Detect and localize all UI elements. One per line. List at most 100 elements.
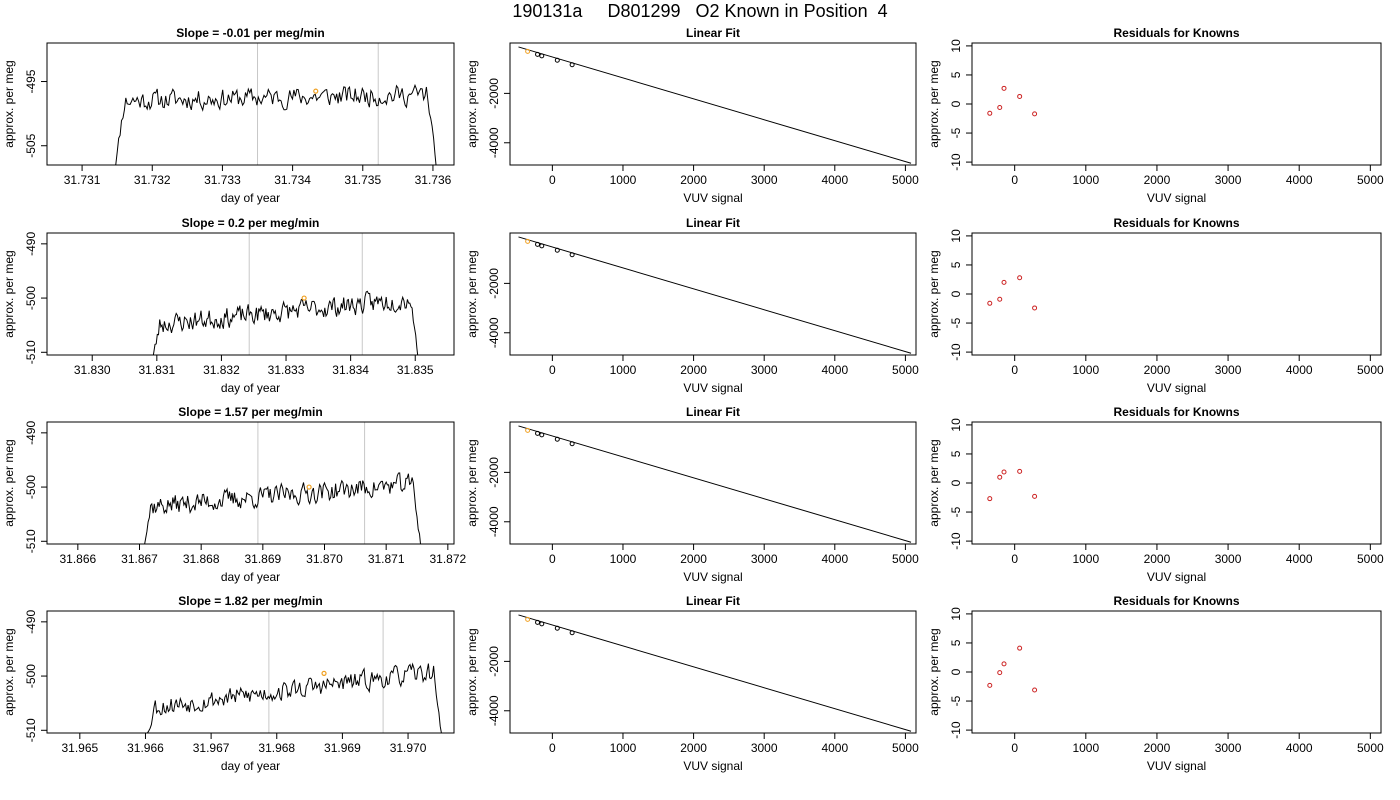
series-line: [146, 662, 442, 733]
data-point: [987, 110, 993, 116]
x-tick-label: 31.732: [134, 173, 171, 187]
x-axis-label: VUV signal: [683, 759, 742, 773]
x-tick-label: 31.966: [127, 741, 164, 755]
y-tick-label: -2000: [487, 78, 501, 109]
y-tick-label: 0: [949, 479, 963, 486]
x-tick-label: 3000: [1215, 363, 1242, 377]
data-point: [539, 53, 545, 59]
x-tick-label: 3000: [751, 173, 778, 187]
y-tick-label: -10: [949, 343, 963, 361]
x-tick-label: 31.831: [138, 363, 175, 377]
y-axis-label: approx. per meg: [927, 250, 941, 337]
series-line: [115, 83, 437, 165]
plot-area: [987, 645, 1038, 693]
data-point: [539, 621, 545, 627]
x-tick-label: 31.866: [59, 552, 96, 566]
x-axis-label: VUV signal: [683, 191, 742, 205]
y-tick-label: -510: [24, 718, 38, 742]
plot-frame: [509, 42, 917, 166]
plot-frame: [46, 42, 455, 166]
y-tick-label: 5: [949, 639, 963, 646]
y-tick-label: -10: [949, 532, 963, 550]
highlight-point: [525, 427, 531, 433]
x-tick-label: 5000: [1357, 741, 1384, 755]
x-axis-label: VUV signal: [683, 381, 742, 395]
plot-area: [518, 614, 912, 732]
highlight-point: [525, 616, 531, 622]
panel-3-3: Residuals for Knowns VUV signal approx. pe…: [927, 405, 1384, 584]
panel-4-3: Residuals for Knowns VUV signal approx. pe…: [927, 594, 1384, 773]
x-tick-label: 31.872: [429, 552, 466, 566]
y-tick-label: -2000: [487, 457, 501, 488]
y-axis-label: approx. per meg: [2, 250, 16, 337]
data-point: [569, 62, 575, 68]
x-tick-label: 4000: [821, 552, 848, 566]
x-tick-label: 31.867: [121, 552, 158, 566]
panel-4-2: Linear Fit VUV signal approx. per meg 0 1000…: [465, 594, 919, 773]
y-tick-label: -2000: [487, 268, 501, 299]
fit-line: [518, 425, 912, 543]
x-tick-label: 2000: [680, 741, 707, 755]
fit-line: [518, 46, 912, 164]
x-tick-label: 31.832: [203, 363, 240, 377]
data-point: [1017, 275, 1023, 281]
x-tick-label: 4000: [1286, 173, 1313, 187]
x-axis-label: VUV signal: [1147, 759, 1206, 773]
x-tick-label: 0: [1011, 173, 1018, 187]
series-line: [144, 472, 422, 544]
x-tick-label: 1000: [1072, 363, 1099, 377]
x-tick-label: 0: [549, 363, 556, 377]
y-tick-label: 0: [949, 668, 963, 675]
y-tick-label: 10: [949, 607, 963, 621]
y-tick-label: -4000: [487, 506, 501, 537]
data-point: [554, 247, 560, 253]
x-tick-label: 0: [549, 552, 556, 566]
x-tick-label: 31.968: [258, 741, 295, 755]
x-tick-label: 2000: [680, 552, 707, 566]
y-axis-label: approx. per meg: [465, 60, 479, 147]
data-point: [535, 430, 541, 436]
plot-area: [146, 611, 442, 733]
y-tick-label: -490: [24, 232, 38, 256]
y-axis-label: approx. per meg: [2, 60, 16, 147]
x-tick-label: 31.969: [324, 741, 361, 755]
x-tick-label: 1000: [610, 363, 637, 377]
y-tick-label: -10: [949, 153, 963, 171]
x-tick-label: 2000: [1144, 741, 1171, 755]
y-tick-label: -500: [24, 475, 38, 499]
y-tick-label: 0: [949, 100, 963, 107]
plot-area: [987, 468, 1038, 502]
x-tick-label: 5000: [1357, 173, 1384, 187]
y-tick-label: -500: [24, 286, 38, 310]
y-tick-label: 5: [949, 71, 963, 78]
x-tick-label: 3000: [1215, 173, 1242, 187]
highlight-point: [525, 238, 531, 244]
x-tick-label: 3000: [751, 741, 778, 755]
x-tick-label: 31.965: [61, 741, 98, 755]
x-axis-label: day of year: [221, 381, 280, 395]
data-point: [539, 243, 545, 249]
data-point: [569, 441, 575, 447]
data-point: [554, 625, 560, 631]
x-axis-label: day of year: [221, 759, 280, 773]
plot-area: [518, 425, 912, 543]
fit-line: [518, 614, 912, 732]
x-tick-label: 0: [1011, 552, 1018, 566]
data-point: [1017, 468, 1023, 474]
highlight-point: [321, 670, 327, 676]
x-axis-label: VUV signal: [1147, 381, 1206, 395]
data-point: [535, 51, 541, 57]
x-tick-label: 2000: [1144, 552, 1171, 566]
y-tick-label: -510: [24, 340, 38, 364]
x-tick-label: 31.736: [415, 173, 452, 187]
panel-title: Residuals for Knowns: [1113, 216, 1239, 230]
x-tick-label: 31.733: [204, 173, 241, 187]
panel-title: Slope = 1.82 per meg/min: [178, 594, 322, 608]
x-tick-label: 1000: [1072, 552, 1099, 566]
plot-frame: [971, 42, 1382, 166]
panel-1-3: Residuals for Knowns VUV signal approx. pe…: [927, 26, 1384, 205]
data-point: [1032, 493, 1038, 499]
plot-area: [152, 233, 419, 355]
y-tick-label: -5: [949, 127, 963, 138]
x-tick-label: 4000: [1286, 552, 1313, 566]
